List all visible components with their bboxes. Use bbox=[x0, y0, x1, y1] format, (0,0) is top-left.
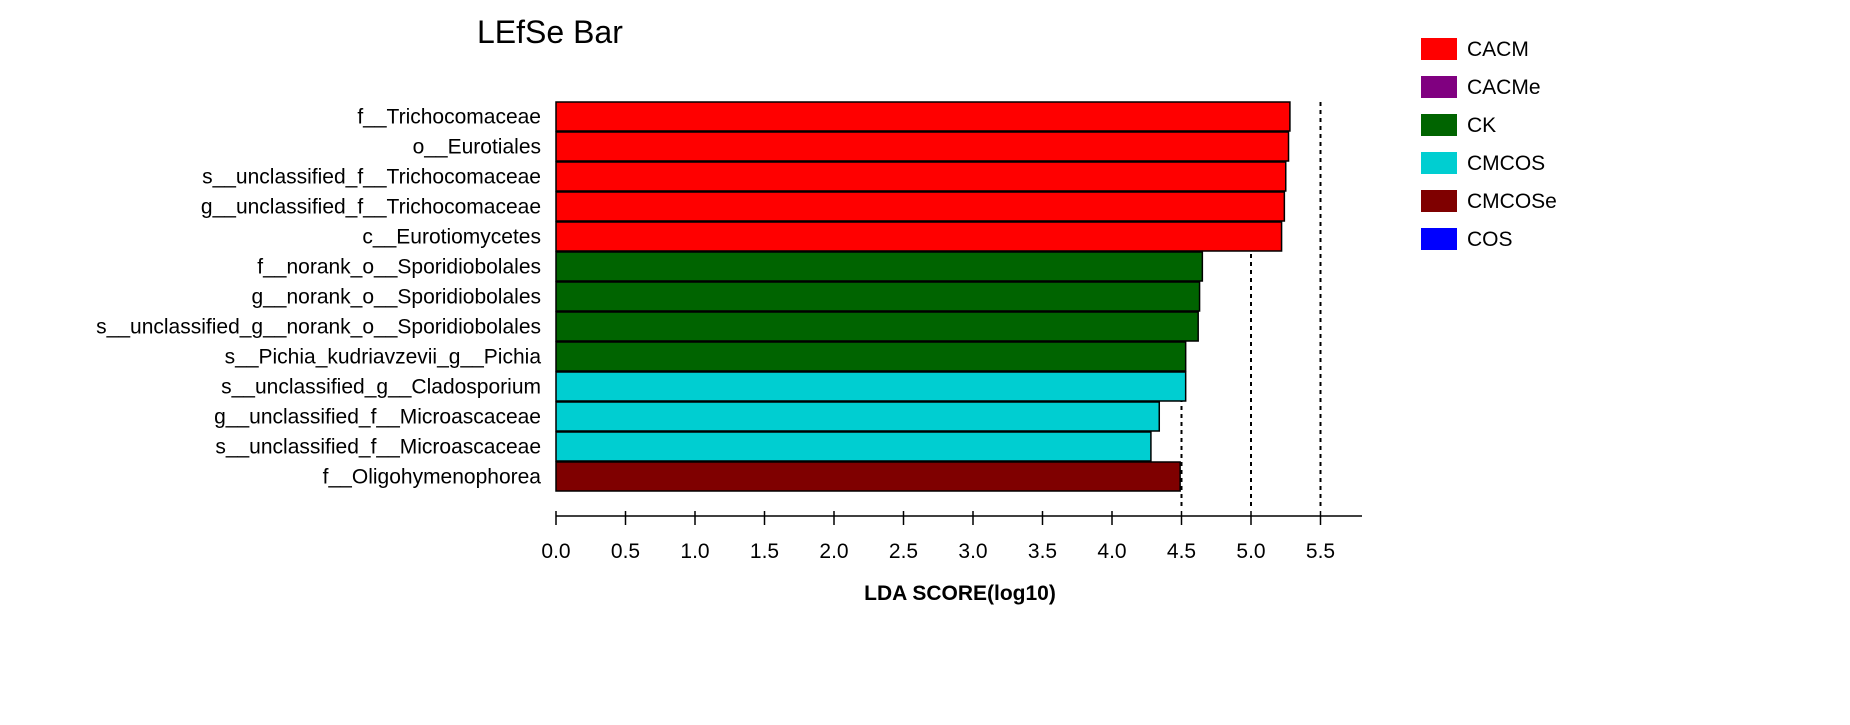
category-label-9: s__unclassified_g__Cladosporium bbox=[221, 376, 541, 399]
bar-2 bbox=[555, 161, 1287, 192]
legend-label-cos: COS bbox=[1467, 228, 1513, 251]
bar-5 bbox=[555, 251, 1204, 282]
category-label-3: g__unclassified_f__Trichocomaceae bbox=[201, 196, 541, 219]
category-labels: f__Trichocomaceae o__Eurotiales s__unclass… bbox=[96, 106, 541, 489]
bar-4 bbox=[555, 221, 1283, 252]
category-label-2: s__unclassified_f__Trichocomaceae bbox=[202, 166, 541, 189]
category-label-6: g__norank_o__Sporidiobolales bbox=[251, 286, 541, 309]
bar-1 bbox=[555, 131, 1290, 162]
x-tick-label-2: 1.0 bbox=[680, 540, 709, 563]
bar-3 bbox=[555, 191, 1286, 222]
x-tick-label-10: 5.0 bbox=[1236, 540, 1265, 563]
x-tick-label-5: 2.5 bbox=[889, 540, 918, 563]
category-label-10: g__unclassified_f__Microascaceae bbox=[214, 406, 541, 429]
bar-8 bbox=[555, 341, 1187, 372]
bar-10 bbox=[555, 401, 1161, 432]
x-tick-label-11: 5.5 bbox=[1306, 540, 1335, 563]
bars bbox=[555, 101, 1291, 492]
legend-swatch-cmcos bbox=[1421, 152, 1457, 174]
category-label-5: f__norank_o__Sporidiobolales bbox=[257, 256, 541, 279]
bar-11 bbox=[555, 431, 1152, 462]
legend-swatch-cos bbox=[1421, 228, 1457, 250]
category-label-11: s__unclassified_f__Microascaceae bbox=[215, 436, 541, 459]
chart-title: LEfSe Bar bbox=[477, 14, 623, 50]
legend-label-ck: CK bbox=[1467, 114, 1496, 137]
legend-swatch-ck bbox=[1421, 114, 1457, 136]
category-label-12: f__Oligohymenophorea bbox=[323, 466, 542, 489]
x-tick-label-4: 2.0 bbox=[819, 540, 848, 563]
legend-swatch-cacm bbox=[1421, 38, 1457, 60]
x-tick-label-7: 3.5 bbox=[1028, 540, 1057, 563]
x-axis: 0.0 0.5 1.0 1.5 2.0 2.5 3.0 3.5 4.0 4.5 5.0 5.5 bbox=[541, 511, 1362, 563]
legend-label-cmcos: CMCOS bbox=[1467, 152, 1545, 175]
x-tick-label-1: 0.5 bbox=[611, 540, 640, 563]
category-label-0: f__Trichocomaceae bbox=[357, 106, 541, 129]
category-label-7: s__unclassified_g__norank_o__Sporidiobol… bbox=[96, 316, 541, 339]
x-tick-label-9: 4.5 bbox=[1167, 540, 1196, 563]
bar-0 bbox=[555, 101, 1291, 132]
bar-7 bbox=[555, 311, 1199, 342]
legend-swatch-cmcose bbox=[1421, 190, 1457, 212]
legend-label-cacme: CACMe bbox=[1467, 76, 1541, 99]
legend-label-cmcose: CMCOSe bbox=[1467, 190, 1557, 213]
x-tick-label-0: 0.0 bbox=[541, 540, 570, 563]
x-tick-label-3: 1.5 bbox=[750, 540, 779, 563]
bar-12 bbox=[555, 461, 1181, 492]
x-axis-label: LDA SCORE(log10) bbox=[864, 582, 1056, 605]
category-label-4: c__Eurotiomycetes bbox=[362, 226, 541, 249]
category-label-8: s__Pichia_kudriavzevii_g__Pichia bbox=[225, 346, 542, 369]
legend-label-cacm: CACM bbox=[1467, 38, 1529, 61]
bar-9 bbox=[555, 371, 1187, 402]
x-tick-label-6: 3.0 bbox=[958, 540, 987, 563]
legend: CACM CACMe CK CMCOS CMCOSe COS bbox=[1421, 38, 1557, 251]
x-tick-label-8: 4.0 bbox=[1097, 540, 1126, 563]
bar-6 bbox=[555, 281, 1201, 312]
legend-swatch-cacme bbox=[1421, 76, 1457, 98]
category-label-1: o__Eurotiales bbox=[413, 136, 541, 159]
